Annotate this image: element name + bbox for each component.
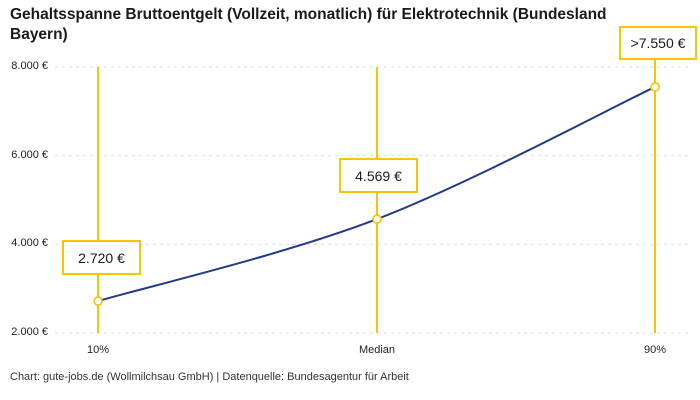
data-point-marker	[650, 82, 660, 92]
data-label-median: 4.569 €	[339, 158, 418, 193]
y-axis-tick-label: 8.000 €	[11, 60, 48, 72]
chart-title: Gehaltsspanne Bruttoentgelt (Vollzeit, m…	[10, 6, 607, 44]
data-point-marker	[372, 214, 382, 224]
data-label-p90-value: >7.550 €	[630, 35, 686, 51]
x-axis-tick-label-median: Median	[358, 344, 396, 356]
data-label-p90: >7.550 €	[619, 26, 697, 60]
x-axis-tick-label-p10: 10%	[86, 344, 110, 356]
y-axis-tick-label: 2.000 €	[11, 326, 48, 338]
y-axis-tick-label: 4.000 €	[11, 237, 48, 249]
data-label-p10: 2.720 €	[62, 240, 141, 275]
data-label-p10-value: 2.720 €	[78, 249, 125, 266]
data-label-median-value: 4.569 €	[355, 167, 402, 184]
y-axis-tick-label: 6.000 €	[11, 149, 48, 161]
attribution-text: Chart: gute-jobs.de (Wollmilchsau GmbH) …	[10, 371, 409, 383]
data-point-marker	[93, 296, 103, 306]
x-axis-tick-label-p90: 90%	[643, 344, 667, 356]
